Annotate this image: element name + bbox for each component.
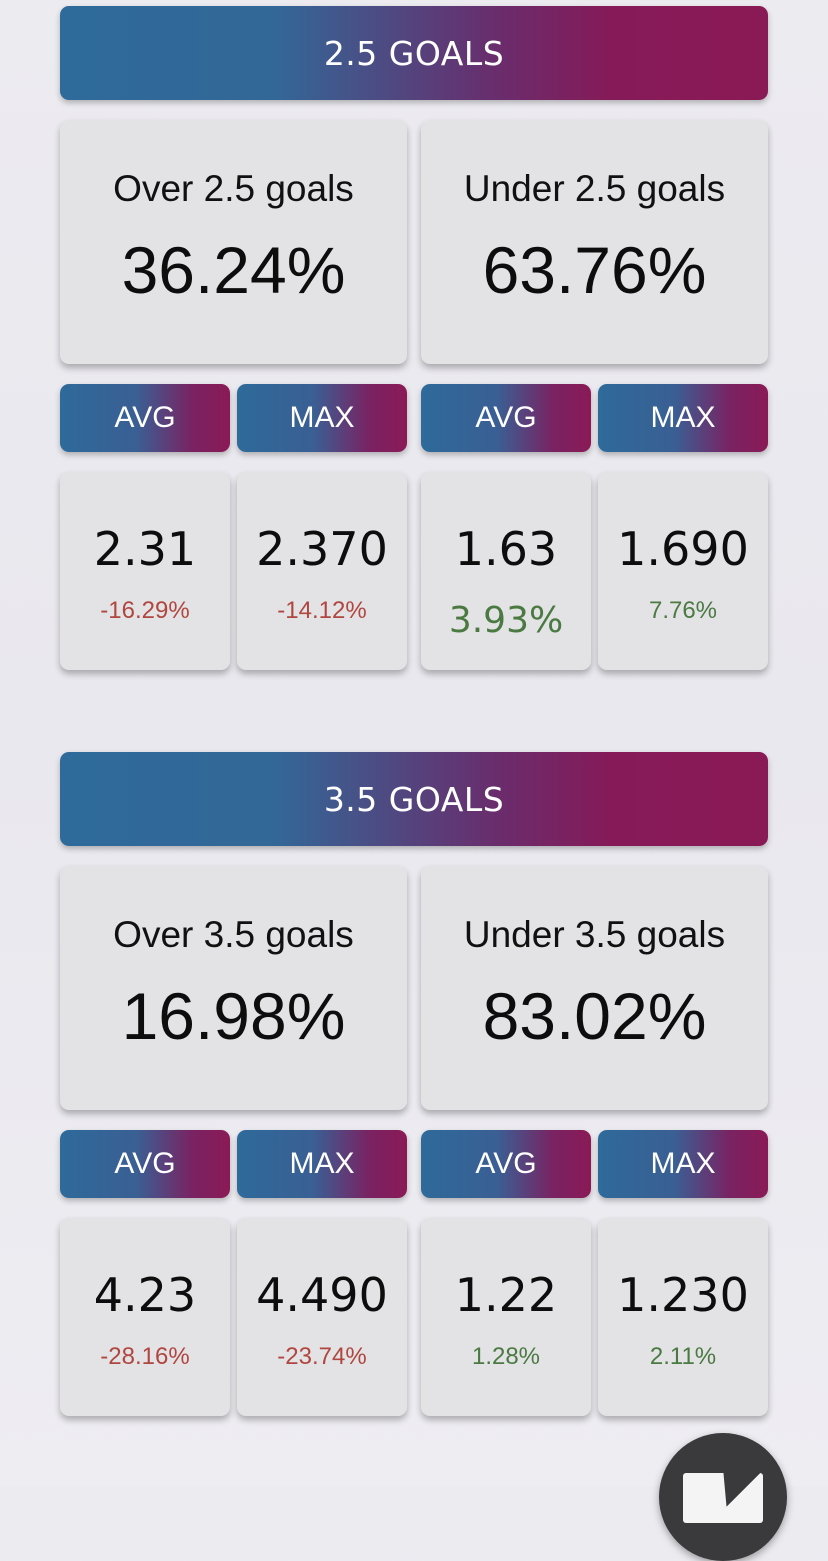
under-card: Under 2.5 goals 63.76% [421, 120, 768, 364]
odds-value: 1.22 [454, 1268, 558, 1322]
odds-value: 4.490 [256, 1268, 388, 1322]
over-max-header: MAX [237, 1130, 407, 1198]
over-max-card: 2.370 -14.12% [237, 472, 407, 670]
odds-value: 1.690 [617, 522, 749, 576]
change-value: -14.12% [277, 597, 367, 624]
change-value: 7.76% [648, 597, 718, 624]
under-avg-card: 1.63 3.93% [421, 472, 591, 670]
under-percentage: 83.02% [482, 979, 707, 1053]
odds-value: 1.63 [454, 522, 558, 576]
over-card: Over 2.5 goals 36.24% [60, 120, 407, 364]
change-value: 2.11% [649, 1343, 717, 1370]
change-value: -28.16% [100, 1343, 190, 1370]
over-avg-card: 4.23 -28.16% [60, 1218, 230, 1416]
section-header: 3.5 GOALS [60, 752, 768, 846]
under-avg-header: AVG [421, 384, 591, 452]
over-percentage: 36.24% [121, 233, 346, 307]
mail-icon [683, 1473, 763, 1523]
odds-value: 2.31 [93, 522, 197, 576]
over-label: Over 2.5 goals [113, 168, 354, 209]
over-avg-header: AVG [60, 384, 230, 452]
over-avg-card: 2.31 -16.29% [60, 472, 230, 670]
odds-value: 4.23 [93, 1268, 197, 1322]
over-max-card: 4.490 -23.74% [237, 1218, 407, 1416]
over-card: Over 3.5 goals 16.98% [60, 866, 407, 1110]
floating-action-button[interactable] [659, 1433, 787, 1561]
change-value: 1.28% [471, 1343, 541, 1370]
under-max-header: MAX [598, 384, 768, 452]
under-avg-header: AVG [421, 1130, 591, 1198]
section-header: 2.5 GOALS [60, 6, 768, 100]
under-max-card: 1.690 7.76% [598, 472, 768, 670]
under-percentage: 63.76% [482, 233, 707, 307]
over-max-header: MAX [237, 384, 407, 452]
under-label: Under 3.5 goals [463, 914, 726, 955]
odds-value: 2.370 [256, 522, 388, 576]
odds-value: 1.230 [617, 1268, 749, 1322]
over-label: Over 3.5 goals [113, 914, 354, 955]
over-avg-header: AVG [60, 1130, 230, 1198]
under-max-card: 1.230 2.11% [598, 1218, 768, 1416]
under-label: Under 2.5 goals [463, 168, 726, 209]
over-percentage: 16.98% [121, 979, 346, 1053]
change-value: -23.74% [277, 1343, 367, 1370]
under-avg-card: 1.22 1.28% [421, 1218, 591, 1416]
under-card: Under 3.5 goals 83.02% [421, 866, 768, 1110]
change-value: -16.29% [100, 597, 190, 624]
change-value: 3.93% [448, 600, 564, 641]
under-max-header: MAX [598, 1130, 768, 1198]
